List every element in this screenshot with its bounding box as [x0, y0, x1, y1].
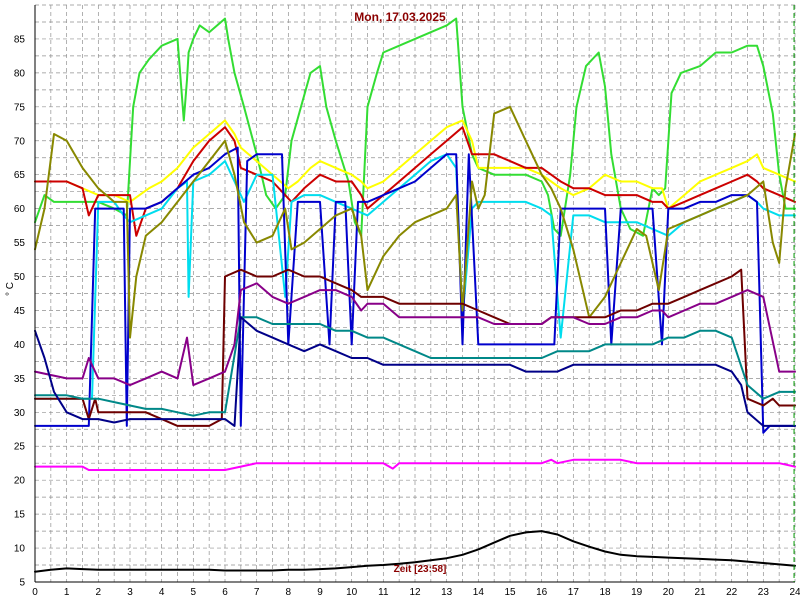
y-tick-label: 55	[14, 238, 26, 249]
x-tick-label: 24	[789, 587, 800, 598]
series-group	[34, 17, 796, 573]
series-line-8	[34, 282, 796, 387]
x-tick-label: 8	[286, 587, 292, 598]
y-tick-label: 75	[14, 102, 26, 113]
axes	[34, 5, 795, 583]
y-tick-label: 50	[14, 272, 26, 283]
x-tick-label: 7	[254, 587, 260, 598]
chart-title: Mon, 17.03.2025	[354, 10, 446, 24]
y-tick-label: 30	[14, 408, 26, 419]
series-line-9	[34, 316, 796, 417]
y-tick-label: 20	[14, 476, 26, 487]
y-tick-label: 65	[14, 170, 26, 181]
x-tick-label: 9	[317, 587, 323, 598]
x-tick-label: 1	[64, 587, 70, 598]
grid	[34, 4, 796, 583]
x-tick-label: 19	[631, 587, 643, 598]
x-tick-label: 23	[758, 587, 770, 598]
y-tick-label: 10	[14, 544, 26, 555]
y-tick-label: 5	[19, 578, 25, 589]
y-tick-label: 70	[14, 136, 26, 147]
x-tick-label: 4	[159, 587, 165, 598]
y-tick-label: 25	[14, 442, 26, 453]
x-tick-label: 18	[599, 587, 611, 598]
x-tick-label: 22	[726, 587, 738, 598]
x-tick-label: 13	[441, 587, 453, 598]
x-tick-label: 16	[536, 587, 548, 598]
x-tick-label: 0	[32, 587, 38, 598]
x-tick-label: 6	[222, 587, 228, 598]
y-tick-label: 80	[14, 68, 26, 79]
x-axis-label: Zeit [23:58]	[394, 564, 447, 575]
x-tick-label: 11	[378, 587, 389, 598]
y-tick-label: 45	[14, 306, 26, 317]
series-line-2	[34, 119, 796, 210]
x-tick-label: 15	[504, 587, 516, 598]
y-tick-label: 40	[14, 340, 26, 351]
series-line-11	[34, 458, 796, 471]
x-tick-label: 5	[191, 587, 197, 598]
y-tick-label: 60	[14, 204, 26, 215]
x-tick-label: 3	[127, 587, 133, 598]
series-line-12	[34, 530, 796, 573]
series-line-10	[34, 316, 796, 427]
x-tick-label: 12	[409, 587, 421, 598]
x-tick-label: 10	[346, 587, 358, 598]
x-tick-label: 2	[96, 587, 102, 598]
y-axis-label: ° C	[5, 282, 16, 296]
y-tick-label: 35	[14, 374, 26, 385]
series-line-7	[34, 268, 796, 427]
x-tick-label: 17	[568, 587, 580, 598]
x-tick-label: 20	[663, 587, 675, 598]
series-line-6	[34, 105, 796, 339]
y-tick-label: 15	[14, 510, 26, 521]
x-tick-label: 21	[694, 587, 706, 598]
series-line-5	[34, 146, 796, 434]
x-tick-label: 14	[473, 587, 485, 598]
y-tick-label: 85	[14, 34, 26, 45]
series-line-1	[34, 17, 796, 237]
